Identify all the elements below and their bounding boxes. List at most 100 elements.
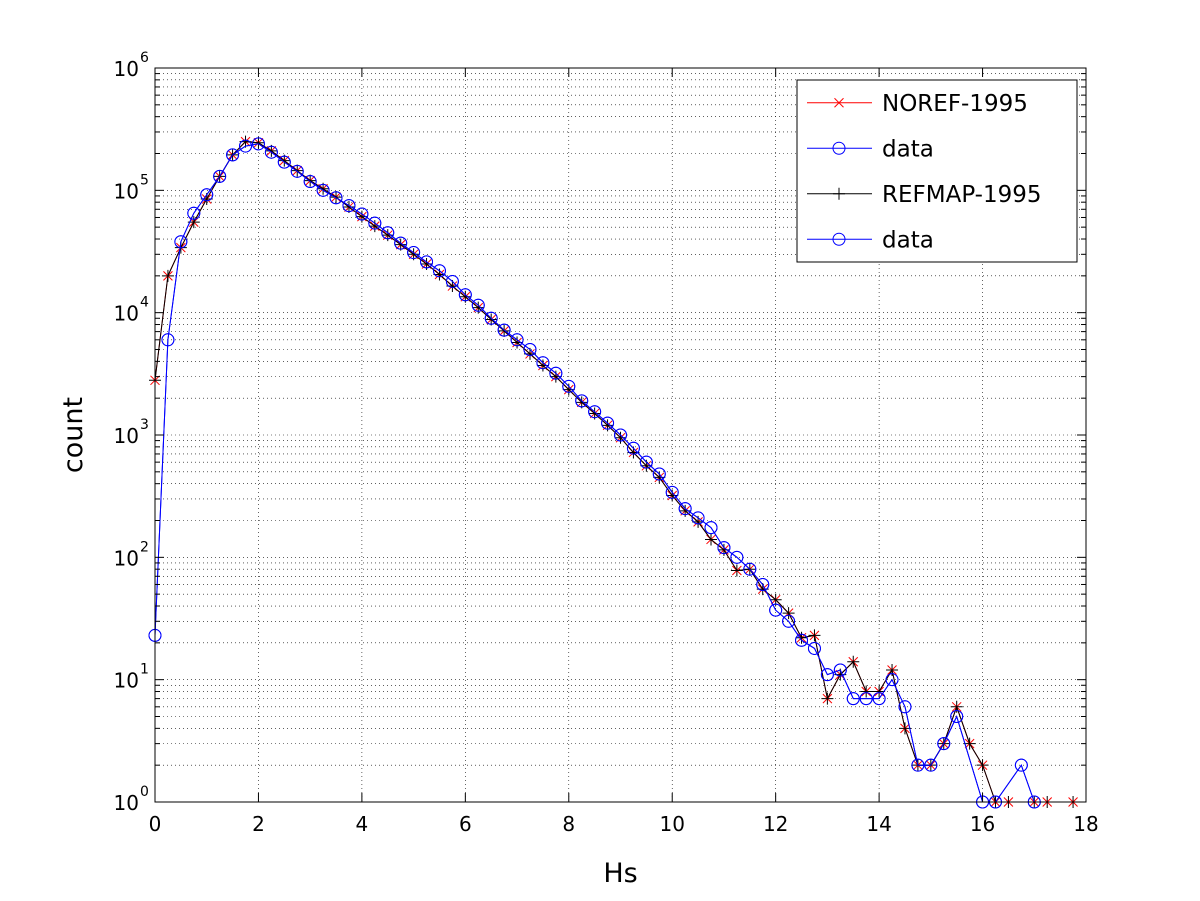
data-point <box>264 145 278 159</box>
data-point <box>898 700 912 714</box>
legend-item: data <box>807 136 934 162</box>
data-point <box>885 673 899 687</box>
data-point <box>330 191 343 204</box>
y-tick-exponent: 6 <box>140 50 149 66</box>
data-point <box>432 264 446 278</box>
data-point <box>665 485 679 499</box>
x-tick-label: 8 <box>562 812 575 836</box>
data-point <box>704 521 718 535</box>
legend-marker <box>833 187 845 200</box>
x-tick-label: 16 <box>970 812 995 836</box>
legend-item: data <box>807 227 934 253</box>
data-point <box>847 655 860 668</box>
legend-marker <box>832 141 846 155</box>
data-point <box>807 641 821 655</box>
data-point <box>290 164 304 178</box>
data-point <box>937 737 951 751</box>
series-3 <box>148 137 1041 809</box>
data-point <box>614 431 627 444</box>
data-point <box>226 148 240 162</box>
data-point <box>924 758 938 772</box>
x-tick-label: 10 <box>659 812 684 836</box>
data-point <box>498 324 511 337</box>
data-point <box>304 174 317 187</box>
data-point <box>1014 758 1028 772</box>
data-point <box>614 428 627 442</box>
data-point <box>963 737 976 750</box>
data-point <box>368 216 382 230</box>
series-layer <box>148 135 1080 809</box>
data-point <box>471 298 485 312</box>
data-point <box>769 603 783 617</box>
data-point <box>174 235 188 249</box>
data-point <box>213 169 227 183</box>
legend: NOREF-1995 data REFMAP-1995 data <box>796 79 1078 263</box>
y-axis-label: count <box>58 397 89 473</box>
series-line-3 <box>154 143 1035 803</box>
data-point <box>161 333 175 347</box>
legend-marker <box>834 97 844 108</box>
y-tick-exponent: 5 <box>140 172 149 188</box>
data-point <box>342 199 356 213</box>
data-point <box>484 311 498 325</box>
x-tick-label: 14 <box>866 812 891 836</box>
data-point <box>265 144 278 157</box>
data-point <box>252 136 265 149</box>
x-axis-label: Hs <box>603 858 637 889</box>
data-point <box>355 207 369 221</box>
x-tick-label: 0 <box>149 812 162 836</box>
data-point <box>277 155 291 169</box>
x-tick-label: 4 <box>356 812 369 836</box>
data-point <box>833 663 847 677</box>
data-point <box>342 201 355 214</box>
data-point <box>730 564 743 577</box>
data-point <box>678 502 692 516</box>
data-point <box>445 274 459 288</box>
legend-item: NOREF-1995 <box>807 91 1028 117</box>
data-point <box>782 607 795 620</box>
y-tick-exponent: 0 <box>140 784 149 800</box>
data-point <box>251 137 265 151</box>
y-tick-exponent: 3 <box>140 417 149 433</box>
y-tick-label: 10 <box>114 57 139 81</box>
data-point <box>291 164 304 177</box>
data-point <box>756 577 770 591</box>
legend-label: data <box>882 227 934 253</box>
data-point <box>549 366 563 380</box>
data-point <box>239 139 253 153</box>
data-point <box>795 633 809 647</box>
legend-label: REFMAP-1995 <box>882 182 1042 208</box>
legend-box <box>796 79 1078 263</box>
data-point <box>329 191 343 205</box>
x-tick-label: 18 <box>1073 812 1098 836</box>
data-point <box>639 455 653 469</box>
data-point <box>626 441 640 455</box>
y-tick-exponent: 2 <box>140 539 149 555</box>
data-point <box>873 685 886 698</box>
axes <box>154 67 1087 803</box>
legend-label: NOREF-1995 <box>882 91 1028 117</box>
legend-marker <box>832 232 846 246</box>
data-point <box>394 236 408 250</box>
data-point <box>898 722 911 735</box>
data-point <box>458 288 472 302</box>
data-point <box>161 269 174 282</box>
data-point <box>510 333 524 347</box>
data-point <box>911 758 925 772</box>
x-tick-label: 2 <box>252 812 265 836</box>
data-point <box>588 405 602 419</box>
x-tick-label: 6 <box>459 812 472 836</box>
data-point <box>859 692 873 706</box>
y-tick-label: 10 <box>114 424 139 448</box>
data-point <box>200 188 214 202</box>
data-point <box>872 692 886 706</box>
data-point <box>562 379 576 393</box>
data-point <box>316 183 330 197</box>
data-point <box>691 511 705 525</box>
data-point <box>407 246 421 260</box>
y-tick-label: 10 <box>114 302 139 326</box>
data-point <box>485 313 498 326</box>
y-tick-label: 10 <box>114 791 139 815</box>
